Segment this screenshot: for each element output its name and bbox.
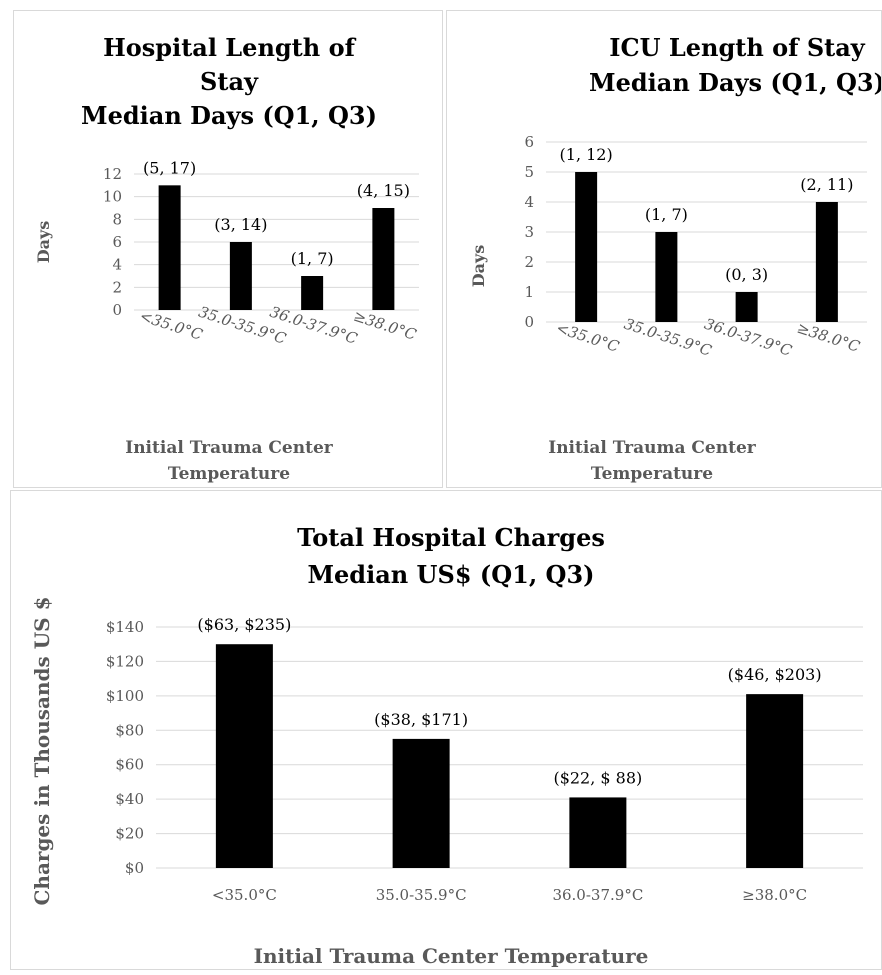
y-tick-label: 4	[524, 193, 534, 211]
y-tick-label: 4	[112, 256, 122, 274]
y-tick-label: $0	[125, 859, 144, 877]
bar	[158, 185, 181, 310]
x-axis-title-line: Initial Trauma Center	[548, 438, 757, 458]
chart-title-line: Stay	[200, 67, 259, 96]
y-axis-title: Charges in Thousands US $	[30, 596, 54, 905]
y-tick-label: $140	[106, 618, 144, 636]
data-label: ($22, $ 88)	[553, 768, 642, 787]
bar	[569, 797, 627, 868]
chart-title-line: Median Days (Q1, Q3)	[81, 101, 377, 130]
y-tick-label: 0	[524, 313, 534, 331]
data-label: (3, 14)	[214, 215, 267, 234]
y-tick-label: $60	[115, 756, 144, 774]
y-tick-label: $20	[115, 825, 144, 843]
category-label: 36.0-37.9°C	[552, 886, 643, 904]
hospital-los-chart-panel: 0 2 4 6 8 10 12 (5, 17) <35.0°C (3, 14) 35.0-35.9°…	[13, 10, 443, 488]
y-tick-label: $120	[106, 652, 144, 670]
bar	[815, 202, 838, 322]
bar	[372, 208, 395, 310]
hospital-charges-chart-panel: $0 $20 $40 $60 $80 $100 $120 $140 ($63, $235) <35…	[10, 490, 882, 970]
x-axis-title-line: Initial Trauma Center Temperature	[254, 944, 649, 968]
category-label: <35.0°C	[554, 319, 622, 356]
y-tick-label: 12	[103, 165, 122, 183]
y-tick-label: 6	[524, 133, 534, 151]
category-label: ≥38.0°C	[742, 886, 807, 904]
data-label: (1, 7)	[291, 249, 334, 268]
y-axis-title: Days	[469, 245, 488, 288]
data-label: (2, 11)	[800, 175, 853, 194]
bar	[575, 172, 598, 322]
y-tick-label: 8	[112, 210, 122, 228]
bar	[735, 292, 758, 322]
x-axis-title-line: Initial Trauma Center	[125, 438, 334, 458]
bar	[655, 232, 678, 322]
y-tick-label: 5	[524, 163, 534, 181]
x-axis-title-line: Temperature	[591, 464, 713, 484]
y-tick-label: 2	[524, 253, 534, 271]
category-label: ≥38.0°C	[351, 307, 419, 344]
bar	[746, 694, 804, 868]
y-tick-label: 3	[524, 223, 534, 241]
y-tick-label: $40	[115, 790, 144, 808]
data-label: (1, 7)	[645, 205, 688, 224]
chart-title-line: Median Days (Q1, Q3)	[589, 68, 882, 97]
data-label: (4, 15)	[357, 181, 410, 200]
y-tick-label: 1	[524, 283, 534, 301]
category-label: <35.0°C	[212, 886, 277, 904]
chart-title-line: ICU Length of Stay	[609, 33, 866, 62]
chart-title-line: Total Hospital Charges	[297, 523, 605, 552]
y-tick-label: 2	[112, 278, 122, 296]
hospital-charges-chart: $0 $20 $40 $60 $80 $100 $120 $140 ($63, $235) <35…	[30, 523, 863, 968]
x-axis-title-line: Temperature	[168, 464, 290, 484]
y-tick-label: 10	[103, 188, 122, 206]
y-tick-label: $100	[106, 687, 144, 705]
y-tick-label: $80	[115, 721, 144, 739]
chart-title-line: Hospital Length of	[103, 33, 356, 62]
category-label: 35.0-35.9°C	[376, 886, 467, 904]
data-label: (1, 12)	[560, 145, 613, 164]
data-label: ($38, $171)	[374, 710, 468, 729]
bar	[229, 242, 252, 310]
y-tick-label: 0	[112, 301, 122, 319]
y-tick-label: 6	[112, 233, 122, 251]
bar	[301, 276, 324, 310]
data-label: ($63, $235)	[197, 615, 291, 634]
category-label: ≥38.0°C	[795, 319, 863, 356]
category-label: <35.0°C	[138, 307, 206, 344]
bar	[215, 644, 273, 868]
bar	[392, 738, 450, 868]
data-label: (5, 17)	[143, 158, 196, 177]
data-label: ($46, $203)	[728, 665, 822, 684]
data-label: (0, 3)	[725, 265, 768, 284]
chart-title-line: Median US$ (Q1, Q3)	[307, 560, 594, 589]
icu-los-chart-panel: 0 1 2 3 4 5 6 (1, 12) <35.0°C (1, 7) 35.0-35.9°C (0…	[446, 10, 882, 488]
y-axis-title: Days	[34, 221, 53, 264]
